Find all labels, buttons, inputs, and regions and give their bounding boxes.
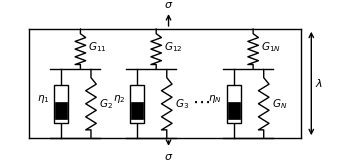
Bar	[131, 102, 143, 119]
Text: $\eta_N$: $\eta_N$	[208, 93, 222, 105]
Text: $\cdots$: $\cdots$	[192, 93, 210, 111]
Text: $G_3$: $G_3$	[175, 97, 189, 111]
Text: $\lambda$: $\lambda$	[315, 77, 323, 89]
Bar	[54, 85, 68, 123]
Bar	[228, 102, 240, 119]
Text: $G_{1N}$: $G_{1N}$	[261, 40, 281, 54]
Bar	[227, 85, 241, 123]
Bar	[130, 85, 144, 123]
Bar	[55, 102, 67, 119]
Text: $G_{11}$: $G_{11}$	[88, 40, 107, 54]
Text: $\eta_1$: $\eta_1$	[37, 93, 50, 105]
Text: $G_{12}$: $G_{12}$	[164, 40, 183, 54]
Text: $\sigma$: $\sigma$	[164, 0, 173, 10]
Text: $\sigma$: $\sigma$	[164, 152, 173, 162]
Text: $G_2$: $G_2$	[99, 97, 113, 111]
Text: $\eta_2$: $\eta_2$	[113, 93, 125, 105]
Text: $G_N$: $G_N$	[272, 97, 287, 111]
